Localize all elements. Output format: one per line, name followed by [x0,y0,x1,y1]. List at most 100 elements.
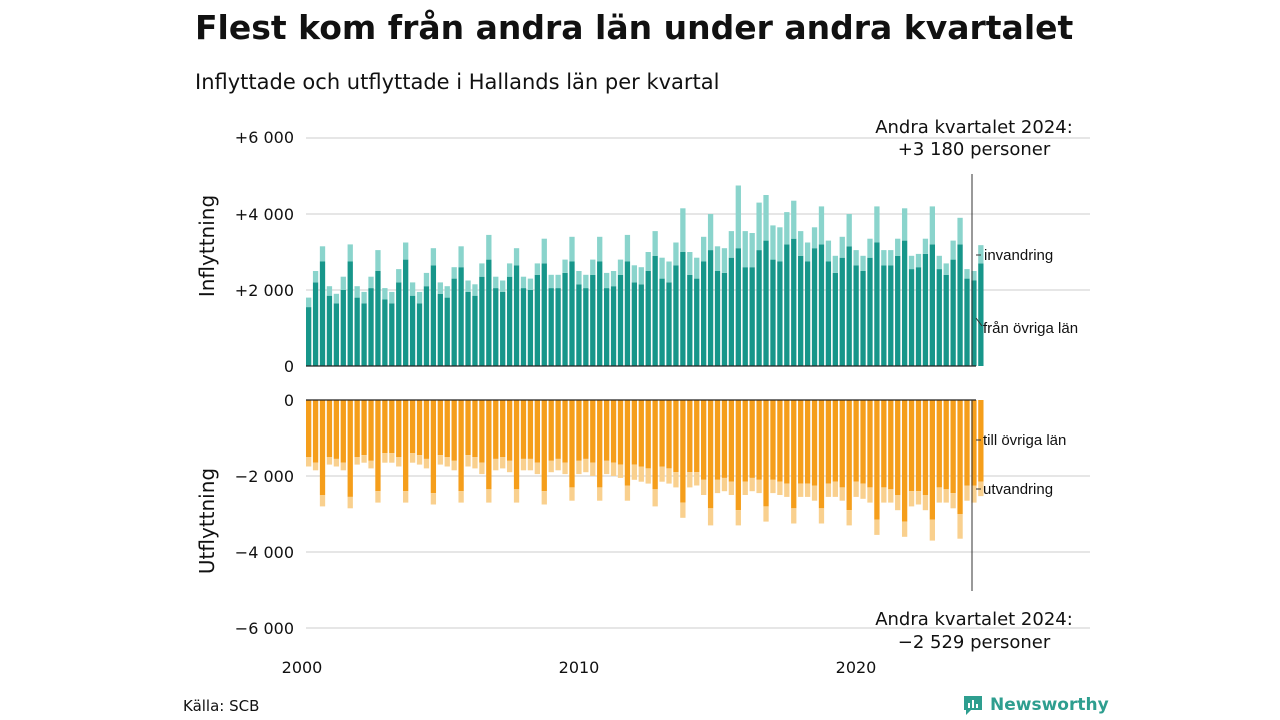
bar-emigration [721,477,728,492]
bar-emigration [901,521,908,537]
bar-to-other-counties [437,400,443,456]
bar-immigration [770,225,776,260]
bar-to-other-counties [929,400,935,520]
bar-to-other-counties [957,400,963,514]
bar-from-other-counties [798,255,804,366]
label-leader [975,317,983,327]
bar-to-other-counties [735,400,741,511]
bar-immigration [680,208,686,252]
bar-immigration [603,272,610,289]
bar-immigration [624,234,631,262]
bar-from-other-counties [312,282,319,366]
bar-immigration [929,206,935,245]
bar-emigration [950,493,956,509]
bar-to-other-counties [541,400,547,492]
bar-immigration [957,217,963,245]
bar-to-other-counties [860,400,866,484]
bar-to-other-counties [694,400,700,473]
bar-immigration [520,276,527,289]
bar-from-other-counties [347,261,353,366]
bar-to-other-counties [396,400,402,457]
bar-from-other-counties [687,274,693,366]
bar-immigration [853,250,859,266]
brand-logo: Newsworthy [962,694,1109,716]
series-label-utvandring: utvandring [983,481,1053,498]
bar-emigration [409,453,416,463]
bar-emigration [520,458,527,471]
bar-immigration [569,236,575,262]
bar-immigration [811,227,818,249]
bar-immigration [396,269,402,283]
outflow-axis-label: Utflyttning [195,468,219,574]
bar-emigration [749,477,755,492]
bar-immigration [541,238,547,264]
bar-emigration [964,485,970,501]
bar-immigration [881,250,887,266]
bar-from-other-counties [562,272,568,366]
bar-emigration [354,457,360,465]
bar-emigration [777,481,783,495]
bar-from-other-counties [555,288,561,366]
bar-emigration [340,462,346,471]
bar-immigration [874,206,880,243]
bar-from-other-counties [306,307,312,366]
bar-from-other-counties [645,271,651,366]
bar-emigration [541,491,547,505]
bar-immigration [368,276,374,289]
bar-to-other-counties [818,400,825,509]
bar-from-other-counties [541,263,547,366]
bar-from-other-counties [749,267,755,366]
bar-from-other-counties [714,271,721,366]
bar-from-other-counties [728,257,735,366]
bar-to-other-counties [978,400,984,482]
bar-to-other-counties [749,400,755,478]
bar-emigration [867,487,873,503]
bar-emigration [486,489,492,503]
bar-to-other-counties [597,400,603,488]
bar-immigration [652,231,658,256]
bar-immigration [728,231,735,258]
bar-to-other-counties [763,400,769,507]
bar-immigration [791,200,797,239]
bar-to-other-counties [347,400,353,497]
bar-from-other-counties [839,257,845,366]
bar-immigration [590,259,596,275]
bar-emigration [403,491,409,503]
bar-immigration [500,280,506,292]
bar-from-other-counties [403,259,409,366]
bar-from-other-counties [416,303,423,366]
bar-emigration [860,483,866,499]
bar-from-other-counties [929,244,935,366]
bar-emigration [687,472,693,488]
bar-immigration [610,271,617,287]
bar-from-other-counties [368,288,374,366]
bar-from-other-counties [458,267,464,366]
bar-emigration [624,485,631,501]
bar-emigration [361,455,367,463]
bar-immigration [818,206,825,245]
bar-to-other-counties [576,400,582,461]
bar-emigration [798,483,804,497]
bar-emigration [936,487,942,503]
bar-emigration [382,453,388,463]
bar-to-other-counties [971,400,977,486]
bar-immigration [479,263,485,277]
bar-to-other-counties [943,400,949,490]
bar-emigration [908,491,915,507]
bar-emigration [791,508,797,524]
bar-immigration [839,236,845,258]
bar-emigration [971,485,977,503]
bar-to-other-counties [472,400,478,457]
bar-from-other-counties [396,282,402,366]
bar-immigration [943,263,949,275]
bar-from-other-counties [922,253,929,366]
bar-emigration [306,457,312,467]
bar-emigration [617,464,624,478]
bar-emigration [638,466,644,482]
bar-to-other-counties [922,400,929,495]
bar-from-other-counties [957,244,963,366]
bar-to-other-counties [867,400,873,488]
bar-emigration [645,468,651,484]
bar-to-other-counties [770,400,776,480]
bar-emigration [548,460,554,473]
